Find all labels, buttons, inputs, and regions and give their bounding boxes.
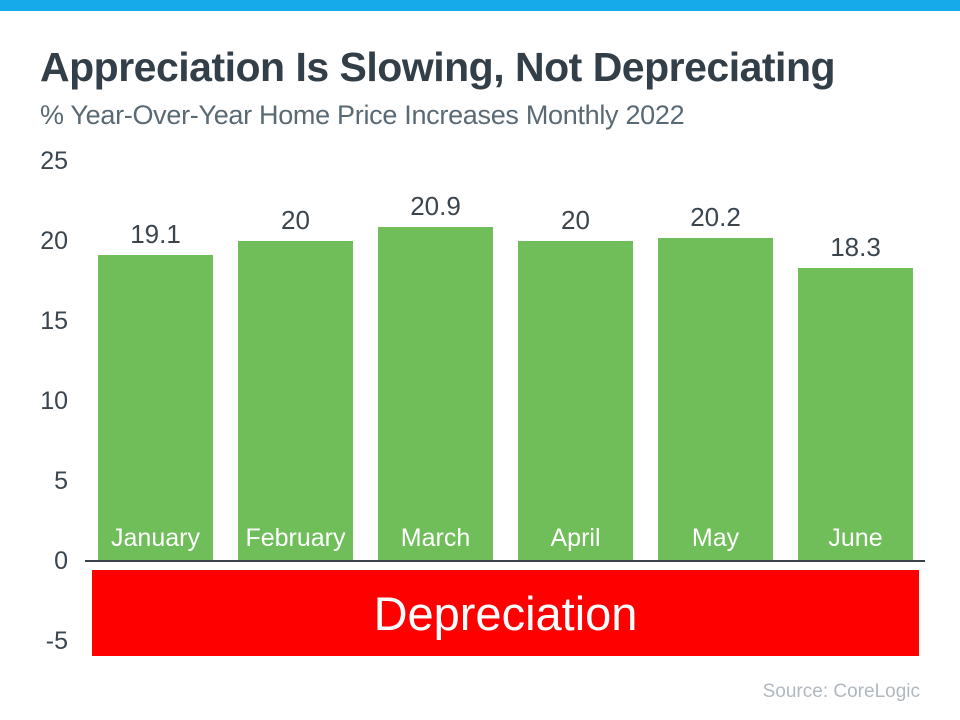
page-title: Appreciation Is Slowing, Not Depreciatin…	[40, 44, 836, 90]
x-axis-line	[85, 560, 925, 562]
bar-month-label: February	[245, 524, 346, 552]
bar-value-label: 19.1	[130, 219, 181, 249]
bar-month-label: January	[111, 524, 200, 552]
bar-value-label: 20.2	[690, 202, 741, 232]
bar-month-label: April	[550, 524, 601, 552]
bar: February	[238, 241, 353, 561]
bar: May	[658, 238, 773, 561]
bar-value-label: 20	[281, 205, 310, 235]
bar: March	[378, 227, 493, 561]
y-tick-label: 15	[40, 307, 68, 335]
y-tick-label: 25	[40, 147, 68, 175]
bar-month-label: March	[400, 524, 471, 552]
bar-value-label: 20.9	[410, 191, 461, 221]
bar: June	[798, 268, 913, 561]
depreciation-band: Depreciation	[92, 570, 919, 656]
bar: January	[98, 255, 213, 561]
y-tick-label: 5	[54, 467, 68, 495]
bar-value-label: 18.3	[830, 232, 881, 262]
bar-month-label: June	[828, 524, 883, 552]
depreciation-label: Depreciation	[373, 586, 638, 640]
bar-value-label: 20	[561, 205, 590, 235]
bar-month-label: May	[691, 524, 740, 552]
y-tick-label: 20	[40, 227, 68, 255]
top-accent-bar	[0, 0, 960, 11]
y-tick-label: -5	[45, 627, 68, 655]
page-subtitle: % Year-Over-Year Home Price Increases Mo…	[40, 100, 685, 130]
y-tick-label: 0	[54, 547, 68, 575]
source-attribution: Source: CoreLogic	[762, 681, 920, 702]
bar: April	[518, 241, 633, 561]
y-tick-label: 10	[40, 387, 68, 415]
